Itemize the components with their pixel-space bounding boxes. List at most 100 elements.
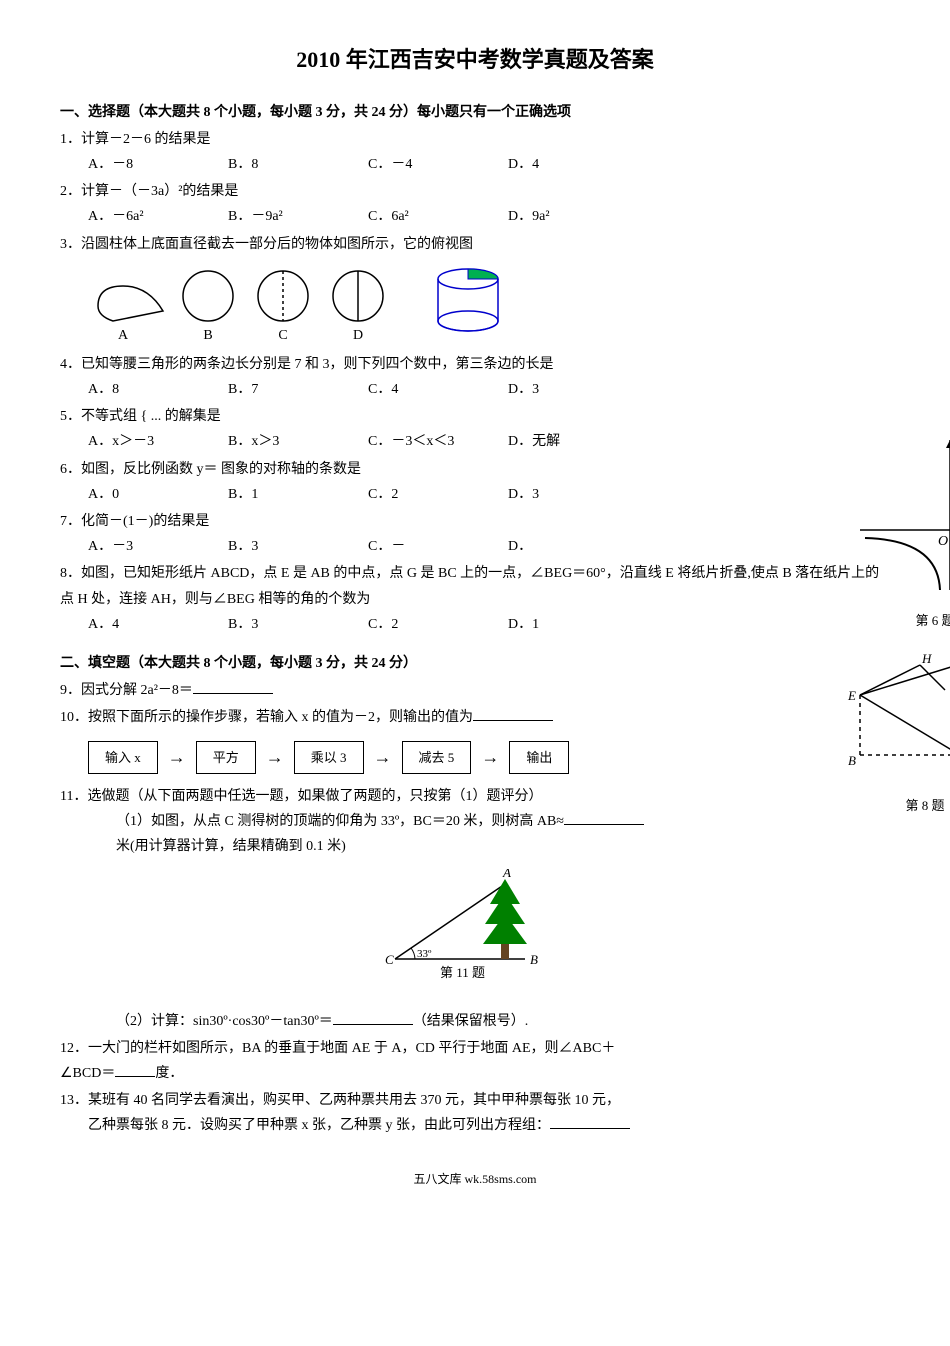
q2-text: 计算－（－3a）²的结果是 [81,184,238,199]
q7-opt-a: A．－3 [88,534,188,559]
flow-square: 平方 [196,741,256,774]
q1-opt-c: C．－4 [368,152,468,177]
question-12: 12．一大门的栏杆如图所示，BA 的垂直于地面 AE 于 A，CD 平行于地面 … [60,1036,890,1086]
q11-figure: A B C 33º 第 11 题 [60,869,890,988]
q4-num: 4． [60,357,81,372]
question-1: 1．计算－2－6 的结果是 A．－8 B．8 C．－4 D．4 [60,127,890,177]
question-13: 13．某班有 40 名同学去看演出，购买甲、乙两种票共用去 370 元，其中甲种… [60,1088,890,1138]
q13-num: 13． [60,1093,88,1108]
arrow-icon: → [481,741,499,773]
q11-blank1 [564,810,644,825]
q5-opt-a: A．x＞－3 [88,429,188,454]
q5-opt-d: D．无解 [508,429,608,454]
svg-text:B: B [203,328,212,341]
page-title: 2010 年江西吉安中考数学真题及答案 [60,40,890,80]
q6-opt-b: B．1 [228,482,328,507]
q11-sub2b: （结果保留根号）. [413,1014,529,1029]
flow-mult: 乘以 3 [294,741,364,774]
q9-num: 9． [60,683,81,698]
q8-opt-b: B．3 [228,612,328,637]
q6-opt-c: C．2 [368,482,468,507]
svg-text:第 11 题: 第 11 题 [440,965,485,979]
arrow-icon: → [374,741,392,773]
q3-text: 沿圆柱体上底面直径截去一部分后的物体如图所示，它的俯视图 [81,237,473,252]
q8-opt-a: A．4 [88,612,188,637]
q10-flowchart: 输入 x → 平方 → 乘以 3 → 减去 5 → 输出 [88,741,890,774]
q2-opt-b: B．－9a² [228,204,328,229]
q3-num: 3． [60,237,81,252]
question-6: 6．如图，反比例函数 y＝ 图象的对称轴的条数是 A．0 B．1 C．2 D．3 [60,457,890,507]
question-7: 7．化简－(1－)的结果是 A．－3 B．3 C．－ D． [60,509,890,559]
q1-opt-a: A．－8 [88,152,188,177]
q7-opt-b: B．3 [228,534,328,559]
q11-sub1b: 米(用计算器计算，结果精确到 0.1 米) [116,839,346,854]
question-4: 4．已知等腰三角形的两条边长分别是 7 和 3，则下列四个数中，第三条边的长是 … [60,352,890,402]
q4-opt-a: A．8 [88,377,188,402]
q11-sub1: （1）如图，从点 C 测得树的顶端的仰角为 33º，BC＝20 米，则树高 AB… [116,814,564,829]
svg-text:C: C [385,952,394,967]
q6-text: 如图，反比例函数 y＝ 图象的对称轴的条数是 [81,462,361,477]
q7-text: 化简－(1－)的结果是 [81,514,209,529]
flow-input: 输入 x [88,741,158,774]
q10-text: 按照下面所示的操作步骤，若输入 x 的值为－2，则输出的值为 [88,710,473,725]
q9-text: 因式分解 2a²－8＝ [81,683,193,698]
section1-header: 一、选择题（本大题共 8 个小题，每小题 3 分，共 24 分）每小题只有一个正… [60,100,890,125]
q1-text: 计算－2－6 的结果是 [81,132,211,147]
question-5: 5．不等式组 { ... 的解集是 A．x＞－3 B．x＞3 C．－3＜x＜3 … [60,404,890,454]
q7-opt-c: C．－ [368,534,468,559]
q8-opt-c: C．2 [368,612,468,637]
q1-num: 1． [60,132,81,147]
svg-text:A: A [118,328,129,341]
flow-sub: 减去 5 [402,741,472,774]
question-8: 8．如图，已知矩形纸片 ABCD，点 E 是 AB 的中点，点 G 是 BC 上… [60,561,890,637]
svg-text:33º: 33º [417,948,432,960]
q5-num: 5． [60,409,81,424]
svg-text:D: D [353,328,363,341]
q13-text2: 乙种票每张 8 元．设购买了甲种票 x 张，乙种票 y 张，由此可列出方程组： [88,1118,550,1133]
q8-text: 如图，已知矩形纸片 ABCD，点 E 是 AB 的中点，点 G 是 BC 上的一… [60,566,879,606]
question-11: 11．选做题（从下面两题中任选一题，如果做了两题的，只按第（1）题评分） （1）… [60,784,890,1034]
q9-blank [193,679,273,694]
q1-opt-b: B．8 [228,152,328,177]
q6-opt-a: A．0 [88,482,188,507]
q2-opt-d: D．9a² [508,204,608,229]
svg-text:A: A [502,869,511,880]
svg-text:B: B [530,952,538,967]
q13-blank [550,1114,630,1129]
q5-opt-c: C．－3＜x＜3 [368,429,468,454]
q13-text: 某班有 40 名同学去看演出，购买甲、乙两种票共用去 370 元，其中甲种票每张… [88,1093,620,1108]
q4-text: 已知等腰三角形的两条边长分别是 7 和 3，则下列四个数中，第三条边的长是 [81,357,554,372]
q8-num: 8． [60,566,81,581]
q11-num: 11． [60,789,87,804]
svg-text:H: H [921,651,932,666]
q4-opt-b: B．7 [228,377,328,402]
q12-blank [115,1062,155,1077]
q10-blank [473,706,553,721]
q3-figure: A B C D [88,261,528,341]
question-3: 3．沿圆柱体上底面直径截去一部分后的物体如图所示，它的俯视图 A B C D [60,232,890,350]
q7-opt-d: D． [508,534,608,559]
svg-text:O: O [938,534,948,549]
q12-text3: 度． [155,1066,183,1081]
q12-text: 一大门的栏杆如图所示，BA 的垂直于地面 AE 于 A，CD 平行于地面 AE，… [88,1041,615,1056]
q5-opt-b: B．x＞3 [228,429,328,454]
question-10: 10．按照下面所示的操作步骤，若输入 x 的值为－2，则输出的值为 输入 x →… [60,705,890,774]
q4-opt-c: C．4 [368,377,468,402]
q2-opt-c: C．6a² [368,204,468,229]
section2-header: 二、填空题（本大题共 8 个小题，每小题 3 分，共 24 分） [60,651,890,676]
svg-text:C: C [278,328,287,341]
q8-opt-d: D．1 [508,612,608,637]
q1-opt-d: D．4 [508,152,608,177]
q12-num: 12． [60,1041,88,1056]
question-2: 2．计算－（－3a）²的结果是 A．－6a² B．－9a² C．6a² D．9a… [60,179,890,229]
q12-text2: ∠BCD＝ [60,1066,115,1081]
q11-blank2 [333,1010,413,1025]
q2-opt-a: A．－6a² [88,204,188,229]
q6-opt-d: D．3 [508,482,608,507]
q6-num: 6． [60,462,81,477]
q10-num: 10． [60,710,88,725]
footer: 五八文库 wk.58sms.com [60,1169,890,1191]
flow-output: 输出 [509,741,569,774]
q11-sub2a: （2）计算：sin30º·cos30º－tan30º＝ [116,1014,333,1029]
arrow-icon: → [266,741,284,773]
